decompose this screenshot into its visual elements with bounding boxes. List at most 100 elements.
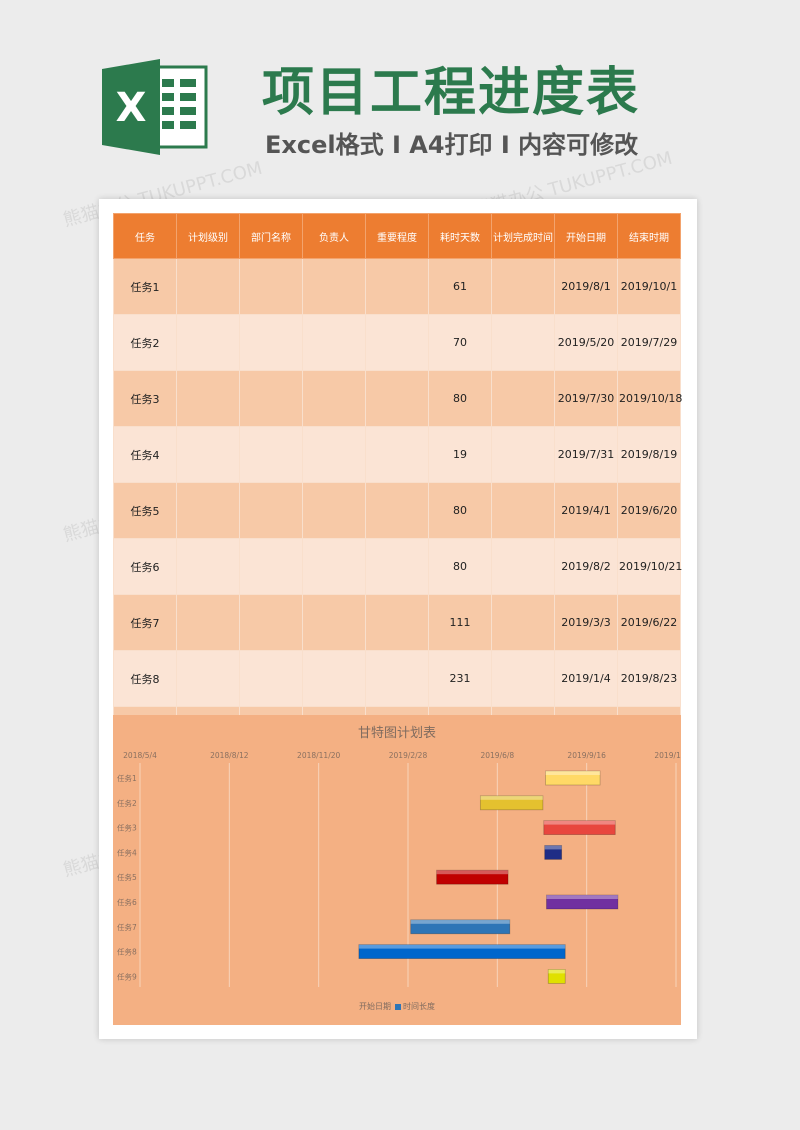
table-cell[interactable]: 61 bbox=[428, 258, 492, 315]
table-cell[interactable]: 80 bbox=[428, 482, 492, 539]
page-subtitle: Excel格式 I A4打印 I 内容可修改 bbox=[265, 131, 639, 159]
table-cell[interactable] bbox=[176, 426, 240, 483]
table-cell[interactable]: 231 bbox=[428, 650, 492, 707]
table-cell[interactable] bbox=[176, 370, 240, 427]
table-cell[interactable] bbox=[365, 426, 429, 483]
gantt-bar-highlight bbox=[358, 944, 566, 949]
table-cell[interactable] bbox=[491, 594, 555, 651]
table-cell[interactable] bbox=[365, 650, 429, 707]
y-tick-label: 任务3 bbox=[117, 823, 137, 833]
gantt-bar bbox=[479, 795, 544, 811]
table-row: 任务6 80 2019/8/2 2019/10/21 bbox=[113, 538, 682, 595]
table-cell[interactable] bbox=[239, 650, 303, 707]
logo-letter: X bbox=[116, 85, 147, 131]
table-cell[interactable]: 任务1 bbox=[113, 258, 177, 315]
table-cell[interactable]: 2019/10/18 bbox=[617, 370, 682, 427]
table-cell[interactable] bbox=[302, 370, 366, 427]
table-cell[interactable] bbox=[302, 482, 366, 539]
table-cell[interactable] bbox=[491, 370, 555, 427]
table-cell[interactable]: 80 bbox=[428, 538, 492, 595]
table-cell[interactable]: 2019/5/20 bbox=[554, 314, 618, 371]
table-cell[interactable] bbox=[365, 258, 429, 315]
y-tick-label: 任务4 bbox=[117, 847, 137, 857]
table-cell[interactable] bbox=[176, 538, 240, 595]
table-cell[interactable] bbox=[176, 258, 240, 315]
table-cell[interactable] bbox=[491, 426, 555, 483]
table-cell[interactable]: 任务5 bbox=[113, 482, 177, 539]
table-cell[interactable] bbox=[239, 370, 303, 427]
table-cell[interactable] bbox=[365, 482, 429, 539]
table-cell[interactable]: 70 bbox=[428, 314, 492, 371]
table-row: 任务3 80 2019/7/30 2019/10/18 bbox=[113, 370, 682, 427]
table-cell[interactable] bbox=[239, 538, 303, 595]
table-cell[interactable] bbox=[302, 314, 366, 371]
x-tick-label: 2018/8/12 bbox=[210, 751, 249, 760]
table-cell[interactable]: 2019/8/2 bbox=[554, 538, 618, 595]
table-cell[interactable] bbox=[176, 482, 240, 539]
table-cell[interactable] bbox=[176, 594, 240, 651]
table-cell[interactable]: 2019/10/21 bbox=[617, 538, 682, 595]
table-cell[interactable]: 任务8 bbox=[113, 650, 177, 707]
table-cell[interactable] bbox=[176, 314, 240, 371]
table-cell[interactable] bbox=[239, 482, 303, 539]
x-tick-label: 2019/12/25 bbox=[654, 751, 681, 760]
table-cell[interactable]: 任务2 bbox=[113, 314, 177, 371]
table-cell[interactable] bbox=[302, 650, 366, 707]
legend-duration-label: 时间长度 bbox=[403, 1002, 435, 1011]
table-cell[interactable]: 2019/4/1 bbox=[554, 482, 618, 539]
gantt-bar bbox=[544, 844, 563, 860]
table-cell[interactable]: 2019/8/1 bbox=[554, 258, 618, 315]
x-tick-label: 2019/9/16 bbox=[567, 751, 606, 760]
table-cell[interactable]: 2019/7/31 bbox=[554, 426, 618, 483]
table-cell[interactable]: 2019/7/30 bbox=[554, 370, 618, 427]
table-cell[interactable] bbox=[365, 594, 429, 651]
table-cell[interactable]: 任务7 bbox=[113, 594, 177, 651]
table-cell[interactable]: 19 bbox=[428, 426, 492, 483]
column-header: 任务 bbox=[113, 213, 177, 259]
table-cell[interactable] bbox=[239, 314, 303, 371]
table-cell[interactable] bbox=[491, 482, 555, 539]
gantt-bar-highlight bbox=[436, 870, 509, 875]
column-header: 计划完成时间 bbox=[491, 213, 555, 259]
table-cell[interactable] bbox=[365, 314, 429, 371]
table-cell[interactable]: 2019/3/3 bbox=[554, 594, 618, 651]
excel-logo-icon: X bbox=[102, 59, 208, 155]
table-cell[interactable] bbox=[239, 426, 303, 483]
table-cell[interactable] bbox=[176, 650, 240, 707]
table-cell[interactable]: 80 bbox=[428, 370, 492, 427]
table-cell[interactable] bbox=[491, 650, 555, 707]
x-tick-label: 2019/2/28 bbox=[389, 751, 428, 760]
table-cell[interactable] bbox=[491, 314, 555, 371]
table-cell[interactable]: 2019/10/1 bbox=[617, 258, 681, 315]
table-cell[interactable] bbox=[239, 594, 303, 651]
table-cell[interactable]: 2019/8/23 bbox=[617, 650, 681, 707]
table-cell[interactable]: 111 bbox=[428, 594, 492, 651]
table-cell[interactable]: 2019/6/20 bbox=[617, 482, 681, 539]
table-cell[interactable] bbox=[302, 426, 366, 483]
legend-start-label: 开始日期 bbox=[359, 1002, 391, 1011]
table-cell[interactable] bbox=[302, 538, 366, 595]
column-header: 计划级别 bbox=[176, 213, 240, 259]
table-cell[interactable] bbox=[239, 258, 303, 315]
table-cell[interactable] bbox=[365, 370, 429, 427]
table-cell[interactable] bbox=[491, 258, 555, 315]
table-cell[interactable] bbox=[302, 594, 366, 651]
table-cell[interactable]: 任务3 bbox=[113, 370, 177, 427]
table-cell[interactable]: 2019/6/22 bbox=[617, 594, 681, 651]
gantt-bar-highlight bbox=[543, 820, 616, 825]
y-tick-label: 任务8 bbox=[117, 947, 137, 957]
table-cell[interactable]: 2019/8/19 bbox=[617, 426, 681, 483]
column-header: 耗时天数 bbox=[428, 213, 492, 259]
table-cell[interactable]: 任务4 bbox=[113, 426, 177, 483]
table-cell[interactable] bbox=[365, 538, 429, 595]
column-header: 部门名称 bbox=[239, 213, 303, 259]
gantt-bar bbox=[545, 770, 601, 786]
gantt-bar bbox=[547, 968, 566, 984]
table-cell[interactable]: 2019/1/4 bbox=[554, 650, 618, 707]
column-header: 重要程度 bbox=[365, 213, 429, 259]
table-cell[interactable]: 2019/7/29 bbox=[617, 314, 681, 371]
table-cell[interactable] bbox=[302, 258, 366, 315]
table-cell[interactable] bbox=[491, 538, 555, 595]
table-cell[interactable]: 任务6 bbox=[113, 538, 177, 595]
table-row: 任务1 61 2019/8/1 2019/10/1 bbox=[113, 258, 681, 315]
